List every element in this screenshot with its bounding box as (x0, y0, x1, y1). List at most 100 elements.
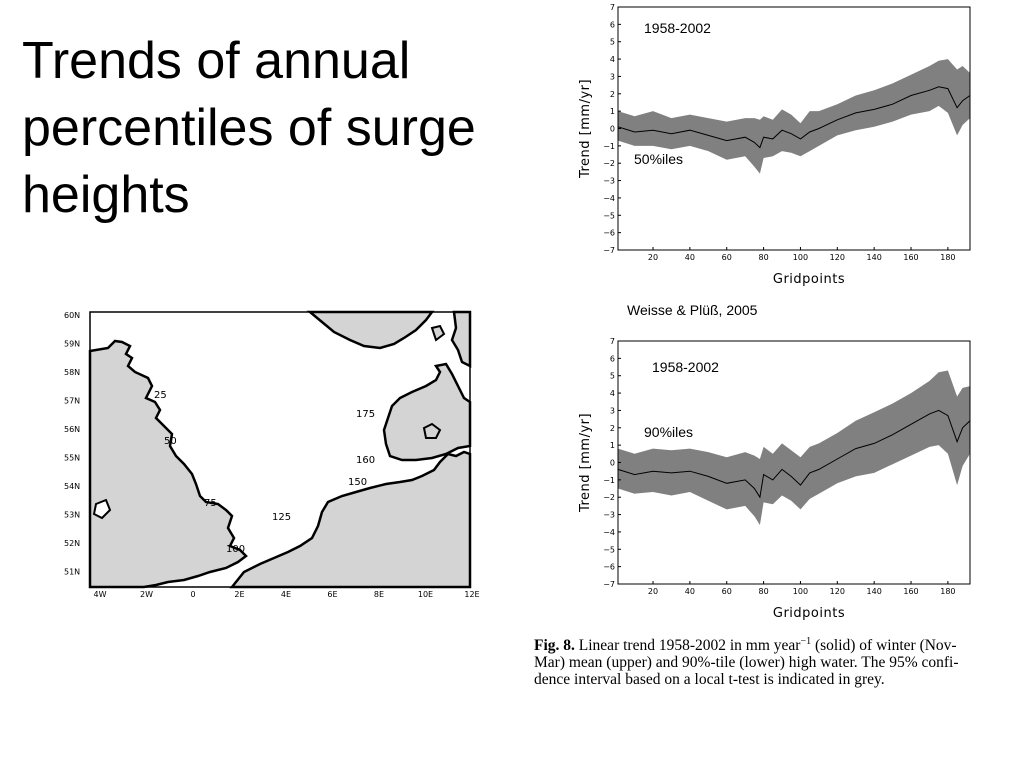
latitude-label: 58N (64, 368, 80, 377)
plot-area: −7 −6 −5 −4 −3 −2 −1 0 1 2 3 4 5 6 7 20 40 60 80 100 120 140 1… (578, 3, 971, 287)
trend-chart-90-percentile: −7 −6 −5 −4 −3 −2 −1 0 1 2 3 4 5 6 7 20 40 60 80 100 120 140 1… (570, 334, 980, 626)
island (422, 422, 442, 439)
trend-chart-90-svg: −7 −6 −5 −4 −3 −2 −1 0 1 2 3 4 5 6 7 20 40 60 80 100 120 140 1… (578, 337, 971, 621)
slide-title: Trends of annual percentiles of surge he… (22, 32, 476, 224)
longitude-label: 0 (190, 590, 195, 599)
y-tick-label: 6 (610, 354, 615, 363)
latitude-label: 55N (64, 454, 80, 463)
period-label: 1958-2002 (644, 20, 711, 36)
x-tick-label: 120 (830, 587, 845, 596)
x-tick-label: 60 (722, 587, 732, 596)
caption-text-1: Linear trend 1958-2002 in mm year (574, 637, 801, 655)
confidence-band (618, 370, 970, 525)
confidence-band (618, 59, 970, 174)
longitude-label: 8E (374, 590, 384, 599)
gridpoint-label: 75 (204, 498, 217, 509)
latitude-label: 54N (64, 482, 80, 491)
gridpoint-label: 25 (154, 390, 167, 401)
caption-fig-label: Fig. 8. (534, 637, 575, 655)
trend-chart-50-svg: −7 −6 −5 −4 −3 −2 −1 0 1 2 3 4 5 6 7 20 40 60 80 100 120 140 1… (578, 3, 971, 287)
caption-line-1: Fig. 8. Linear trend 1958-2002 in mm yea… (534, 633, 1024, 654)
latitude-label: 53N (64, 511, 80, 520)
figure-caption: Fig. 8. Linear trend 1958-2002 in mm yea… (534, 633, 1024, 688)
x-tick-label: 140 (867, 587, 882, 596)
trend-chart-50-percentile: −7 −6 −5 −4 −3 −2 −1 0 1 2 3 4 5 6 7 20 40 60 80 100 120 140 1… (570, 0, 980, 292)
gridpoint-label: 100 (226, 544, 245, 555)
y-tick-label: −2 (603, 493, 615, 502)
longitude-labels: 4W 2W 0 2E 4E 6E 8E 10E 12E (94, 590, 480, 599)
y-tick-label: 2 (610, 424, 615, 433)
latitude-label: 52N (64, 539, 80, 548)
longitude-label: 6E (327, 590, 337, 599)
y-tick-label: 0 (610, 125, 615, 134)
latitude-label: 57N (64, 397, 80, 406)
gridpoint-label: 175 (356, 409, 375, 420)
x-tick-label: 60 (722, 253, 732, 262)
x-tick-label: 20 (648, 253, 658, 262)
x-tick-label: 20 (648, 587, 658, 596)
y-tick-label: −1 (603, 142, 615, 151)
x-tick-label: 40 (685, 253, 695, 262)
continent-south-landmass (229, 450, 472, 589)
latitude-label: 59N (64, 340, 80, 349)
y-tick-label: −4 (603, 528, 615, 537)
y-tick-label: −3 (603, 177, 615, 186)
y-tick-label: 3 (610, 72, 615, 81)
gridpoint-labels: 25 50 75 100 125 150 160 175 (154, 390, 375, 555)
island (92, 498, 112, 520)
island (430, 324, 446, 342)
gridpoint-label: 150 (348, 477, 367, 488)
y-tick-label: 5 (610, 372, 615, 381)
y-axis-label: Trend [mm/yr] (578, 413, 593, 513)
longitude-label: 2W (140, 590, 153, 599)
caption-line-3: dence interval based on a local t-test i… (534, 671, 885, 689)
citation: Weisse & Plüß, 2005 (627, 302, 758, 318)
y-tick-label: −5 (603, 545, 615, 554)
x-axis-label: Gridpoints (773, 606, 845, 621)
y-tick-label: 1 (610, 441, 615, 450)
y-tick-label: 2 (610, 90, 615, 99)
x-tick-label: 120 (830, 253, 845, 262)
y-tick-label: −7 (603, 580, 615, 589)
x-tick-label: 100 (793, 587, 808, 596)
period-label: 1958-2002 (652, 359, 719, 375)
percentile-label: 90%iles (644, 424, 693, 440)
trend-line (617, 86, 971, 149)
gridpoint-label: 50 (164, 436, 177, 447)
x-tick-label: 100 (793, 253, 808, 262)
x-tick-label: 40 (685, 587, 695, 596)
longitude-label: 4W (94, 590, 107, 599)
x-tick-label: 140 (867, 253, 882, 262)
latitude-label: 51N (64, 568, 80, 577)
y-tick-label: 6 (610, 20, 615, 29)
percentile-label: 50%iles (634, 151, 683, 167)
latitude-label: 60N (64, 311, 80, 320)
trend-line (617, 409, 971, 499)
gridpoint-label: 160 (356, 455, 375, 466)
y-tick-label: −2 (603, 159, 615, 168)
longitude-label: 2E (234, 590, 244, 599)
y-tick-label: −3 (603, 511, 615, 520)
y-tick-label: 7 (610, 337, 615, 346)
x-tick-label: 80 (758, 587, 768, 596)
y-tick-label: −4 (603, 194, 615, 203)
longitude-label: 4E (281, 590, 291, 599)
plot-area: −7 −6 −5 −4 −3 −2 −1 0 1 2 3 4 5 6 7 20 40 60 80 100 120 140 1… (578, 337, 971, 621)
north-sea-map-svg: 60N 59N 58N 57N 56N 55N 54N 53N 52N 51N 4W 2W 0 2E 4E… (64, 310, 480, 599)
y-tick-label: 4 (610, 55, 615, 64)
y-tick-label: 4 (610, 389, 615, 398)
latitude-label: 56N (64, 425, 80, 434)
latitude-labels: 60N 59N 58N 57N 56N 55N 54N 53N 52N 51N (64, 311, 80, 577)
x-axis-label: Gridpoints (773, 272, 845, 287)
jutland-landmass (382, 362, 472, 462)
north-sea-map: 60N 59N 58N 57N 56N 55N 54N 53N 52N 51N 4W 2W 0 2E 4E… (60, 306, 490, 611)
y-tick-label: 7 (610, 3, 615, 12)
caption-sup: −1 (800, 636, 812, 647)
caption-line-2: Mar) mean (upper) and 90%-tile (lower) h… (534, 654, 959, 672)
y-tick-label: 5 (610, 38, 615, 47)
y-tick-label: −5 (603, 211, 615, 220)
y-axis-label: Trend [mm/yr] (578, 79, 593, 179)
y-tick-label: −1 (603, 476, 615, 485)
x-tick-label: 80 (758, 253, 768, 262)
y-tick-label: −6 (603, 563, 615, 572)
